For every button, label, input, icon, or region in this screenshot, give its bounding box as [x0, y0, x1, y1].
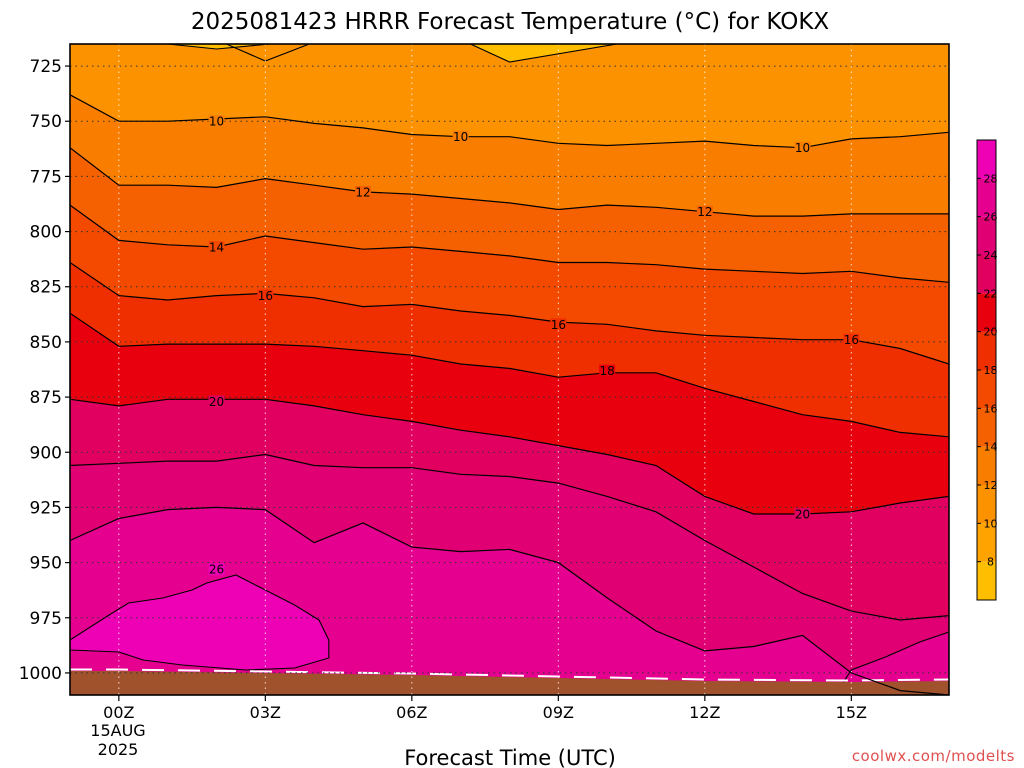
terrain-fill — [70, 671, 949, 695]
colorbar-swatch-18 — [977, 331, 996, 370]
contour-line-16 — [70, 262, 949, 365]
colorbar-tick-label-10: 10 — [984, 517, 998, 530]
colorbar-swatch-10 — [977, 485, 996, 524]
grid-lines — [70, 44, 949, 695]
contour-label-20-0-bg — [208, 395, 225, 408]
x-tick-label-15: 15Z — [836, 703, 867, 722]
contour-label-10-1: 10 — [453, 130, 468, 144]
x-tick-label-9: 09Z — [543, 703, 574, 722]
tongue-24-region — [382, 575, 525, 673]
contour-line-18 — [70, 312, 949, 438]
colorbar-swatch-8 — [977, 523, 996, 562]
closed-contour-regions — [70, 44, 949, 686]
y-tick-label-850: 850 — [30, 333, 62, 353]
y-tick-label-725: 725 — [30, 57, 62, 77]
contour-label-10-2-bg — [794, 141, 811, 154]
y-tick-label-875: 875 — [30, 388, 62, 408]
terrain-layer — [70, 668, 949, 695]
contour-label-20-1: 20 — [795, 508, 810, 522]
contour-line-24 — [70, 506, 949, 695]
x-axis-label: Forecast Time (UTC) — [404, 746, 616, 768]
contour-labels: 10 10 10 12 12 14 16 16 16 18 20 20 26 — [208, 115, 860, 577]
y-tick-label-825: 825 — [30, 278, 62, 298]
y-axis-ticks: 725 750 775 800 825 850 875 900 925 950 975 1000 — [19, 57, 70, 684]
colorbar-tick-label-16: 16 — [984, 402, 998, 415]
contour-label-10-0-bg — [208, 115, 225, 128]
colorbar-tick-label-18: 18 — [984, 364, 998, 377]
contour-label-26-closed-bg — [208, 563, 225, 576]
contour-label-20-1-bg — [794, 508, 811, 521]
contour-label-16-1-bg — [550, 318, 567, 331]
contour-label-18-0-bg — [599, 364, 616, 377]
x-date-line-2: 2025 — [98, 740, 139, 759]
y-tick-label-950: 950 — [30, 554, 62, 574]
colorbar-swatch-6 — [977, 561, 996, 600]
x-date-line-1: 15AUG — [90, 721, 145, 740]
x-tick-label-12: 12Z — [689, 703, 720, 722]
y-tick-label-1000: 1000 — [19, 664, 62, 684]
contour-label-16-2: 16 — [844, 333, 859, 347]
x-tick-label-0: 00Z — [103, 703, 134, 722]
top-warm-pocket-1 — [167, 44, 271, 50]
contour-label-12-1: 12 — [697, 205, 712, 219]
contour-label-10-1-bg — [452, 130, 469, 143]
colorbar-swatch-26 — [977, 178, 996, 217]
x-tick-label-6: 06Z — [396, 703, 427, 722]
colorbar-tick-label-14: 14 — [984, 441, 998, 454]
y-tick-label-975: 975 — [30, 609, 62, 629]
credit-text: coolwx.com/modelts — [852, 747, 1015, 765]
colorbar-tick-label-12: 12 — [984, 479, 998, 492]
top-warm-pocket-2 — [470, 44, 617, 63]
y-tick-label-800: 800 — [30, 223, 62, 243]
contour-label-16-1: 16 — [551, 318, 566, 332]
contour-label-16-0: 16 — [258, 289, 273, 303]
colorbar-swatch-28 — [977, 140, 996, 179]
contour-26-region — [70, 574, 330, 671]
colorbar-swatch-14 — [977, 408, 996, 447]
contour-line-12 — [70, 147, 949, 217]
contour-label-20-0: 20 — [209, 395, 224, 409]
x-tick-label-3: 03Z — [250, 703, 281, 722]
y-tick-label-900: 900 — [30, 443, 62, 463]
contour-label-12-1-bg — [696, 205, 713, 218]
y-tick-label-775: 775 — [30, 167, 62, 187]
y-tick-label-750: 750 — [30, 112, 62, 132]
contour-label-18-0: 18 — [600, 364, 615, 378]
colorbar-swatch-12 — [977, 446, 996, 485]
contour-label-10-2: 10 — [795, 141, 810, 155]
contour-line-22 — [70, 453, 949, 621]
contour-label-12-0: 12 — [355, 185, 370, 199]
contour-label-14-0: 14 — [209, 241, 224, 255]
corner-warm-region — [840, 631, 949, 686]
chart-title: 2025081423 HRRR Forecast Temperature (°C… — [191, 9, 830, 35]
colorbar-tick-label-24: 24 — [984, 249, 998, 262]
contour-label-26-closed: 26 — [209, 563, 224, 577]
colorbar: 8 10 12 14 16 18 20 22 24 26 28 — [976, 139, 998, 601]
colorbar-swatch-16 — [977, 370, 996, 409]
contour-label-16-0-bg — [257, 289, 274, 302]
colorbar-tick-label-26: 26 — [984, 211, 998, 224]
colorbar-tick-label-22: 22 — [984, 287, 998, 300]
contour-label-16-2-bg — [843, 333, 860, 346]
contour-label-10-0: 10 — [209, 115, 224, 129]
colorbar-tick-label-8: 8 — [987, 556, 994, 569]
y-tick-label-925: 925 — [30, 498, 62, 518]
x-axis-ticks: 00Z 03Z 06Z 09Z 12Z 15Z — [103, 695, 867, 722]
colorbar-tick-label-28: 28 — [984, 172, 998, 185]
colorbar-swatch-22 — [977, 255, 996, 294]
plot-frame — [69, 43, 950, 696]
colorbar-swatch-20 — [977, 293, 996, 332]
terrain-edge — [70, 668, 949, 682]
contour-label-12-0-bg — [355, 185, 371, 198]
colorbar-tick-label-20: 20 — [984, 326, 998, 339]
colorbar-swatch-24 — [977, 216, 996, 255]
contour-label-14-0-bg — [208, 241, 225, 254]
